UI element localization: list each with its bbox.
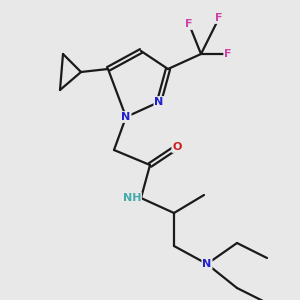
Text: O: O [172,142,182,152]
Text: F: F [185,19,193,29]
Text: F: F [224,49,232,59]
Text: N: N [154,97,164,107]
Text: N: N [202,259,211,269]
Text: N: N [122,112,130,122]
Text: F: F [215,13,223,23]
Text: NH: NH [122,193,141,203]
